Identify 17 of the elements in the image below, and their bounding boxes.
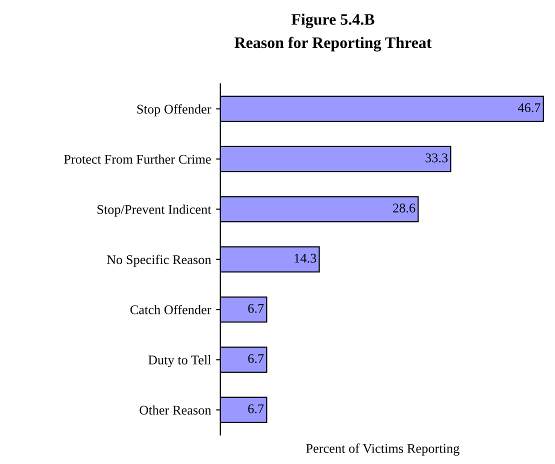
- data-label: 28.6: [393, 204, 416, 213]
- y-tick-label: Stop/Prevent Indicent: [97, 204, 212, 217]
- y-tick-label: Stop Offender: [137, 104, 212, 116]
- data-label: 6.7: [248, 304, 264, 313]
- y-tick-label: Catch Offender: [130, 304, 212, 314]
- chart-title: Figure 5.4.B: [291, 14, 374, 28]
- data-label: 6.7: [248, 404, 264, 414]
- chart-subtitle: Reason for Reporting Threat: [234, 36, 432, 52]
- y-tick-label: Protect From Further Crime: [64, 154, 211, 164]
- data-label: 33.3: [426, 153, 448, 162]
- y-tick-label: No Specific Reason: [106, 254, 212, 267]
- data-label: 46.7: [518, 103, 540, 112]
- data-label: 14.3: [294, 254, 316, 263]
- y-tick-label: Duty to Tell: [148, 355, 212, 368]
- y-tick-label: Other Reason: [140, 405, 212, 415]
- x-axis-title: Percent of Victims Reporting: [306, 444, 460, 456]
- data-label: 6.7: [248, 354, 264, 364]
